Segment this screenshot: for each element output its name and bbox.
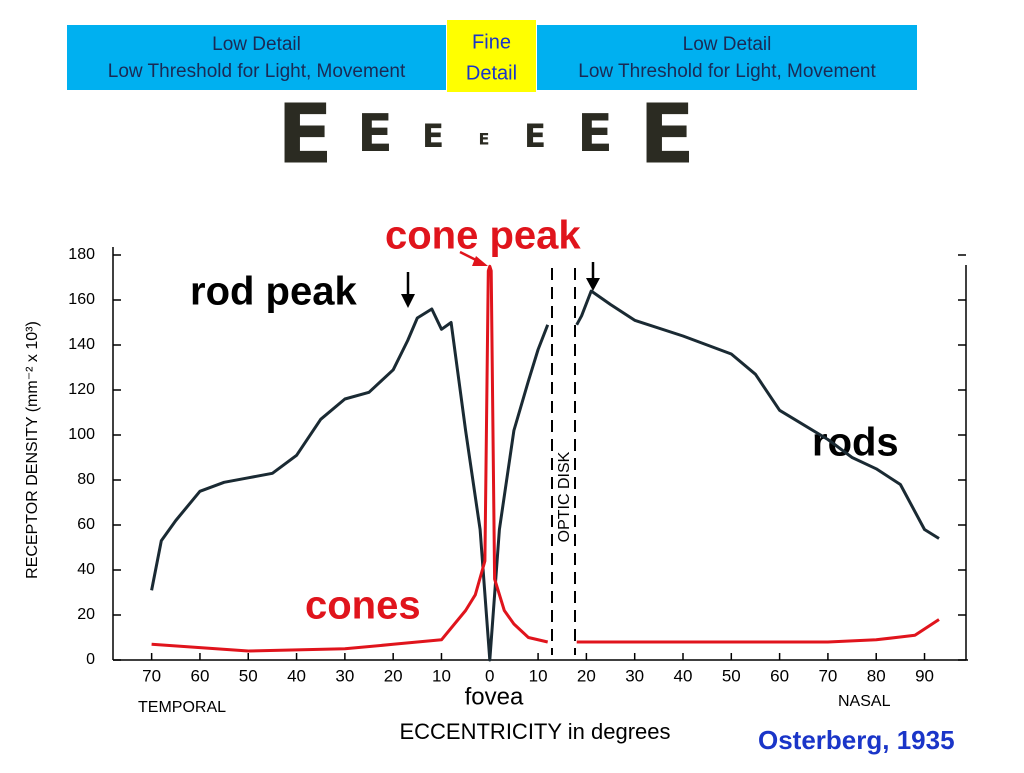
y-tick-label: 100 [68,426,95,443]
letters: E E E E E E E [277,87,695,182]
header-box [447,20,536,92]
x-tick-label: 40 [674,666,693,685]
header: Low Detail Low Threshold for Light, Movem… [67,20,917,92]
x-tick-label: 60 [190,666,209,685]
annotation: cone peak [385,214,581,258]
header-text: Fine [472,31,511,53]
annotation: cones [305,584,421,628]
x-tick-label: 70 [142,666,161,685]
header-text: Low Threshold for Light, Movement [108,61,406,82]
x-tick-label: 10 [529,666,548,685]
letter: E [277,87,333,182]
x-tick-label: 10 [432,666,451,685]
x-tick-label: 20 [384,666,403,685]
letter: E [639,87,695,182]
y-tick-label: 140 [68,336,95,353]
annotation: TEMPORAL [138,699,226,716]
y-tick-label: 160 [68,291,95,308]
x-tick-label: 30 [625,666,644,685]
letter: E [422,117,444,155]
letter: E [524,117,546,155]
header-text: Low Threshold for Light, Movement [578,61,876,82]
header-text: Detail [466,62,517,84]
letter: E [577,104,613,164]
y-axis-label: RECEPTOR DENSITY (mm⁻² x 10³) [24,321,41,579]
credit: Osterberg, 1935 [758,725,955,755]
cone-arrow [459,250,488,266]
x-tick-label: 60 [770,666,789,685]
optic-disk-borders [551,268,576,655]
x-tick-label: 90 [915,666,934,685]
x-tick-label: 50 [239,666,258,685]
x-tick-label: 70 [818,666,837,685]
header-box [67,25,446,90]
header-text: Low Detail [212,34,301,55]
series-line [151,264,940,653]
annotation: rods [812,421,899,465]
letter: E [357,104,393,164]
y-tick-label: 0 [86,651,95,668]
series-line [150,289,940,662]
x-tick-label: 50 [722,666,741,685]
y-tick-label: 180 [68,246,95,263]
x-axis-label: ECCENTRICITY in degrees [399,719,670,744]
x-tick-label: 0 [485,666,494,685]
x-tick-label: 30 [335,666,354,685]
x-tick-label: 80 [867,666,886,685]
y-tick-label: 40 [77,561,95,578]
x-tick-label: 40 [287,666,306,685]
header-text: Low Detail [683,34,772,55]
letter: E [479,130,490,149]
y-tick-label: 60 [77,516,95,533]
arrows [401,262,600,308]
annotation: fovea [465,683,524,710]
annotation: NASAL [838,693,891,710]
y-tick-label: 120 [68,381,95,398]
x-tick-label: 20 [577,666,596,685]
y-tick-label: 20 [77,606,95,623]
annotation: rod peak [190,270,357,314]
annotation: OPTIC DISK [556,451,573,542]
header-box [537,25,917,90]
y-tick-label: 80 [77,471,95,488]
